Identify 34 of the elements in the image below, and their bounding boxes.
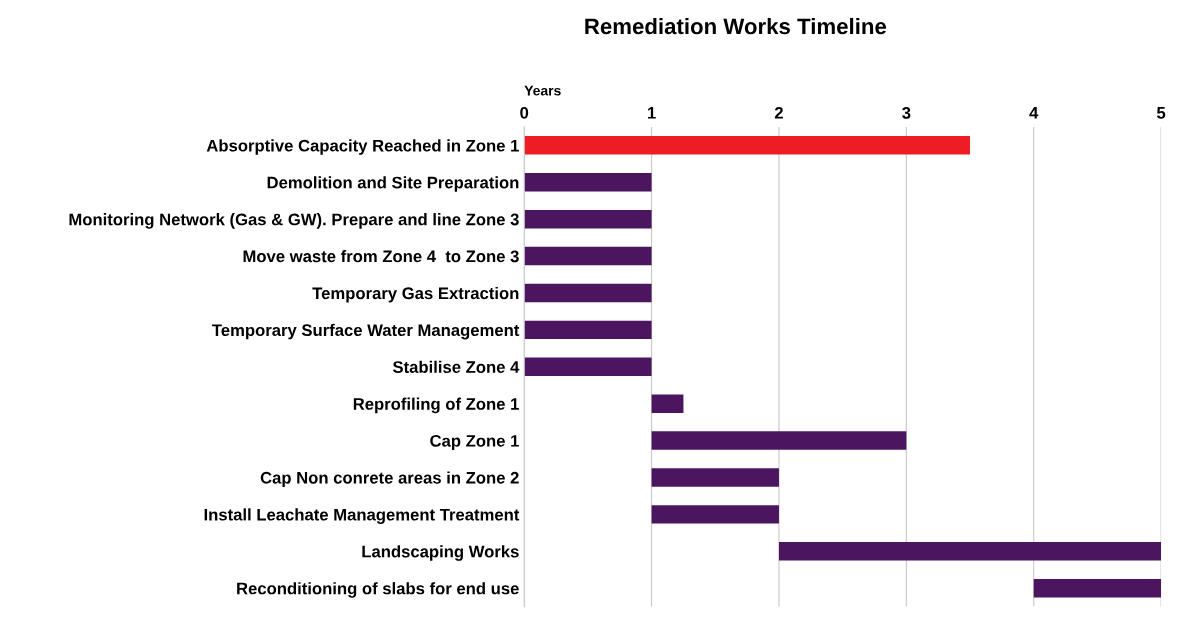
y-tick-label: Reprofiling of Zone 1 bbox=[353, 397, 519, 414]
bar bbox=[524, 136, 971, 155]
x-tick-label: 0 bbox=[520, 106, 529, 119]
chart-title: Remediation Works Timeline bbox=[585, 17, 887, 35]
bar bbox=[1033, 578, 1162, 598]
y-tick-label: Cap Non conrete areas in Zone 2 bbox=[260, 471, 519, 487]
y-tick-label: Install Leachate Management Treatment bbox=[204, 508, 520, 524]
bar bbox=[524, 246, 652, 266]
y-tick-label: Move waste from Zone 4 to Zone 3 bbox=[243, 250, 519, 263]
x-tick-label: 1 bbox=[648, 107, 656, 119]
bar bbox=[651, 468, 779, 487]
bar bbox=[524, 320, 652, 340]
x-tick-label: 3 bbox=[902, 106, 911, 119]
x-axis-title: Years bbox=[524, 85, 561, 96]
x-tick-label: 5 bbox=[1156, 107, 1166, 119]
bar bbox=[524, 209, 652, 229]
y-tick-label: Demolition and Site Preparation bbox=[267, 176, 519, 192]
bar bbox=[651, 394, 684, 413]
y-tick-label: Absorptive Capacity Reached in Zone 1 bbox=[206, 139, 519, 155]
y-tick-label: Stabilise Zone 4 bbox=[392, 360, 520, 373]
y-tick-label: Cap Zone 1 bbox=[430, 434, 519, 451]
x-tick-label: 2 bbox=[774, 106, 783, 119]
x-tick-label: 4 bbox=[1029, 107, 1039, 119]
y-tick-label: Landscaping Works bbox=[362, 545, 519, 561]
y-tick-label: Monitoring Network (Gas & GW). Prepare and line Zone 3 bbox=[69, 213, 519, 229]
y-tick-label: Reconditioning of slabs for end use bbox=[237, 582, 519, 598]
bar bbox=[524, 283, 652, 303]
y-tick-label: Temporary Surface Water Management bbox=[212, 323, 520, 340]
bar bbox=[524, 173, 652, 192]
bar bbox=[524, 357, 652, 376]
bar bbox=[651, 505, 779, 524]
bar bbox=[778, 542, 1162, 561]
y-tick-label: Temporary Gas Extraction bbox=[312, 286, 519, 303]
bar bbox=[651, 431, 907, 450]
